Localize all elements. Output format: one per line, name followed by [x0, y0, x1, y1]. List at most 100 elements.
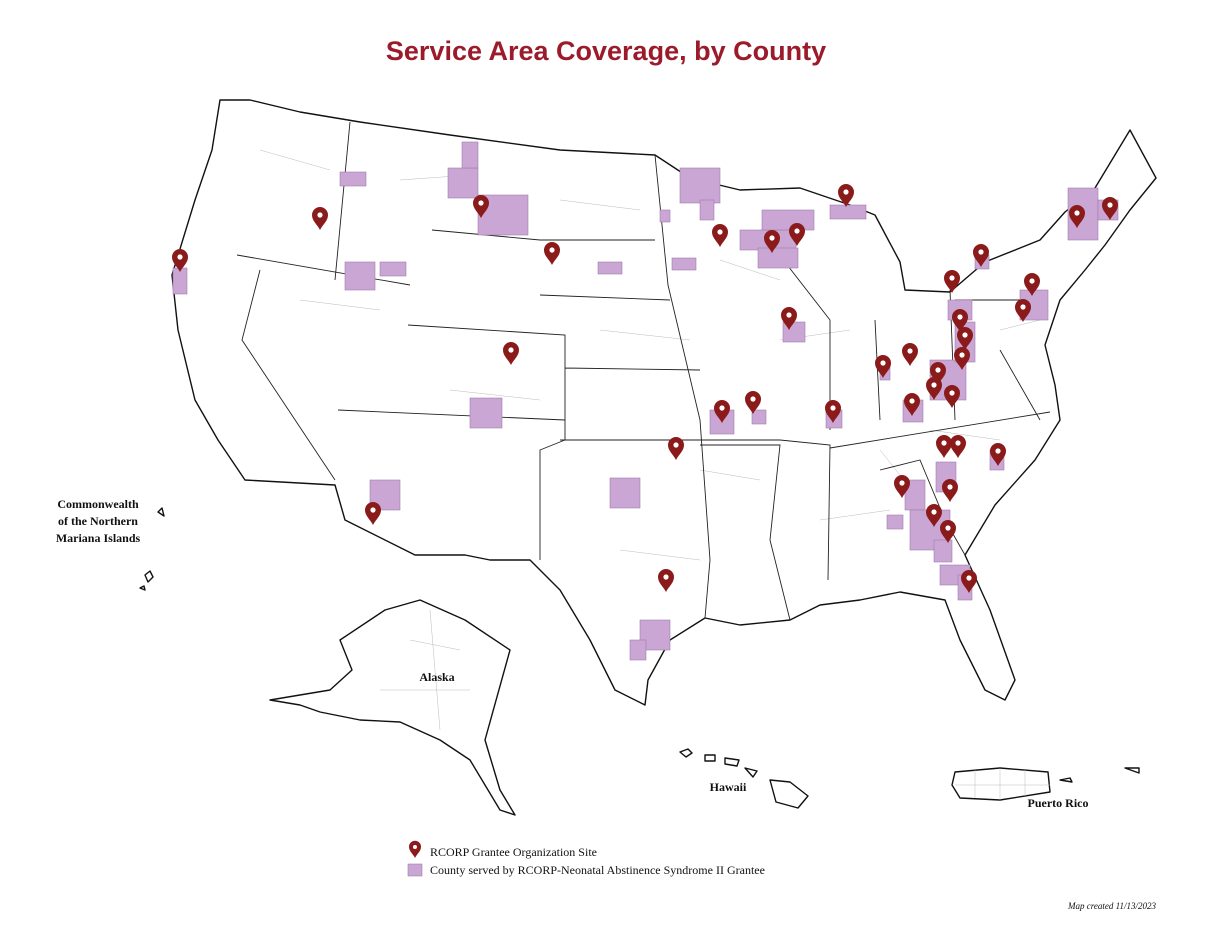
pin-body	[926, 377, 942, 400]
site-pin	[936, 435, 952, 458]
pin-body	[658, 569, 674, 592]
site-pin	[745, 391, 761, 414]
pin-dot	[794, 228, 800, 234]
pin-body	[944, 385, 960, 408]
pin-body	[714, 400, 730, 423]
pin-dot	[957, 314, 963, 320]
grantee-sites	[172, 184, 1118, 593]
site-pin	[875, 355, 891, 378]
pin-dot	[955, 440, 961, 446]
hawaii	[679, 748, 809, 809]
pin-body	[312, 207, 328, 230]
pin-body	[825, 400, 841, 423]
site-pin	[894, 475, 910, 498]
pin-body	[172, 249, 188, 272]
region-label: Mariana Islands	[56, 531, 141, 545]
pin-dot	[945, 525, 951, 531]
site-pin	[1102, 197, 1118, 220]
pin-body	[875, 355, 891, 378]
served-county	[699, 199, 715, 221]
region-label: Commonwealth	[57, 497, 139, 511]
legend-label: RCORP Grantee Organization Site	[430, 845, 597, 859]
site-pin	[973, 244, 989, 267]
pin-body	[544, 242, 560, 265]
alaska	[269, 599, 516, 816]
pin-dot	[1107, 202, 1113, 208]
pin-dot	[1074, 210, 1080, 216]
pin-body	[957, 327, 973, 350]
served-county	[469, 397, 503, 429]
pin-dot	[750, 396, 756, 402]
pin-body	[712, 224, 728, 247]
pin-dot	[899, 480, 905, 486]
pin-body	[902, 343, 918, 366]
site-pin	[712, 224, 728, 247]
region-label: Hawaii	[710, 780, 747, 794]
site-pin	[668, 437, 684, 460]
pin-dot	[959, 352, 965, 358]
pin-body	[503, 342, 519, 365]
pin-body	[961, 570, 977, 593]
pin-body	[944, 270, 960, 293]
pin-dot	[719, 405, 725, 411]
pin-body	[838, 184, 854, 207]
footer: Map created 11/13/2023	[1067, 901, 1156, 911]
site-pin	[781, 307, 797, 330]
site-pin	[926, 504, 942, 527]
site-pin	[940, 520, 956, 543]
site-pin	[1024, 273, 1040, 296]
site-pin	[954, 347, 970, 370]
pin-body	[973, 244, 989, 267]
pin-body	[990, 443, 1006, 466]
pin-body	[1015, 299, 1031, 322]
region-label: Puerto Rico	[1028, 796, 1089, 810]
pin-body	[764, 230, 780, 253]
served-county	[829, 204, 867, 220]
site-pin	[172, 249, 188, 272]
served-county	[609, 477, 641, 509]
site-pin	[942, 479, 958, 502]
site-pin	[926, 377, 942, 400]
site-pin	[825, 400, 841, 423]
pin-body	[894, 475, 910, 498]
site-pin	[658, 569, 674, 592]
us-mainland	[171, 99, 1157, 706]
site-pin	[764, 230, 780, 253]
site-pin	[950, 435, 966, 458]
cnmi	[139, 507, 165, 591]
region-label: Alaska	[419, 670, 454, 684]
pin-dot	[673, 442, 679, 448]
site-pin	[1015, 299, 1031, 322]
served-county	[761, 209, 815, 231]
pin-dot	[1029, 278, 1035, 284]
served-county	[886, 514, 904, 530]
pin-dot	[786, 312, 792, 318]
pin-body	[930, 362, 946, 385]
legend-pin-dot	[413, 845, 417, 849]
pin-dot	[549, 247, 555, 253]
pin-dot	[949, 390, 955, 396]
pin-dot	[931, 382, 937, 388]
pin-dot	[995, 448, 1001, 454]
site-pin	[312, 207, 328, 230]
served-county	[447, 167, 479, 199]
pin-body	[936, 435, 952, 458]
site-pin	[1069, 205, 1085, 228]
pin-body	[473, 195, 489, 218]
site-pin	[902, 343, 918, 366]
pin-dot	[1020, 304, 1026, 310]
pin-dot	[508, 347, 514, 353]
legend-pin	[409, 840, 421, 858]
served-county	[671, 257, 697, 271]
pin-dot	[478, 200, 484, 206]
pin-body	[952, 309, 968, 332]
pin-dot	[941, 440, 947, 446]
pin-dot	[880, 360, 886, 366]
pin-dot	[966, 575, 972, 581]
pin-body	[1024, 273, 1040, 296]
site-pin	[473, 195, 489, 218]
site-pin	[944, 270, 960, 293]
served-county	[679, 167, 721, 204]
